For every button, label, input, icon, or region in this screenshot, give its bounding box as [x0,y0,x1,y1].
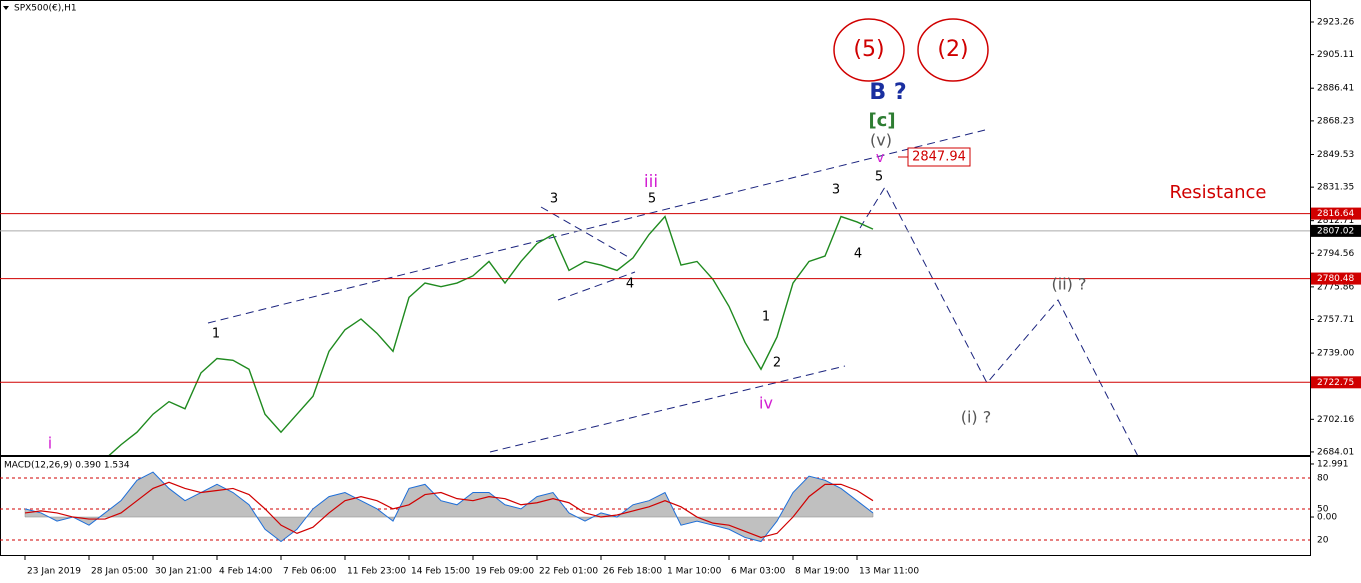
wave-label: iii [644,172,658,192]
level-label: 2816.64 [1317,209,1354,219]
wave-label: 1 [212,327,220,342]
y-tick-label: 2757.71 [1317,315,1354,325]
y-tick-label: 2812.71 [1317,216,1354,226]
macd-main-line [24,471,874,543]
macd-tick-label: 12.991 [1317,459,1349,469]
price-plot [0,215,1310,455]
x-tick-label: 23 Jan 2019 [27,567,81,577]
wave-label: 2 [773,356,781,371]
wave-label: [c] [868,110,895,131]
wave-label: 3 [832,183,840,198]
y-tick-label: 2684.01 [1317,447,1354,457]
y-tick-label: 2831.35 [1317,183,1354,193]
wave-label: iv [759,394,773,413]
y-tick-label: 2739.00 [1317,349,1354,359]
wave-label: 1 [762,310,770,325]
y-tick-label: 2775.86 [1317,282,1354,292]
x-tick-label: 13 Mar 11:00 [859,567,919,577]
y-tick-label: 2923.26 [1317,17,1354,27]
x-tick-label: 1 Mar 10:00 [667,567,722,577]
y-tick-label: 2849.53 [1317,150,1354,160]
wave-label: i [48,434,52,453]
x-tick-label: 22 Feb 01:00 [539,567,598,577]
menu-arrow[interactable] [3,6,9,10]
wave-label: 5 [875,170,883,185]
wave-circles [833,18,989,82]
current-price-box [1311,224,1361,237]
x-tick-label: 11 Feb 23:00 [347,567,406,577]
macd-plot [0,471,1310,543]
x-tick-label: 30 Jan 21:00 [155,567,212,577]
level-label: 2722.75 [1317,378,1354,388]
wave-label: (5) [853,37,884,62]
x-tick-label: 14 Feb 15:00 [411,567,470,577]
level-label-box [1311,207,1361,220]
y-tick-label: 2886.41 [1317,84,1354,94]
y2-tick-label: 80 [1317,473,1329,483]
wave-label: (ii) ? [1052,275,1087,294]
wave-label: v [876,150,884,166]
y-tick-label: 2905.11 [1317,50,1354,60]
x-tick-label: 7 Feb 06:00 [283,567,337,577]
x-tick-label: 28 Jan 05:00 [91,567,148,577]
y2-tick-label: 50 [1317,504,1329,514]
x-tick-label: 6 Mar 03:00 [731,567,786,577]
wave-label: 2847.94 [912,150,966,165]
wave-label: 4 [626,277,634,292]
wave-label: 5 [648,192,656,207]
macd-signal-line [24,481,874,539]
x-tick-label: 26 Feb 18:00 [603,567,662,577]
trendlines [207,129,1138,455]
y-tick-label: 2702.16 [1317,415,1354,425]
x-tick-label: 8 Mar 19:00 [795,567,850,577]
wave-label: B ? [869,80,906,105]
wave-label: (v) [870,131,892,150]
chart-title: SPX500(€),H1 [14,4,77,14]
level-label-box [1311,376,1361,389]
wave-label: 4 [854,247,862,262]
y-tick-label: 2868.23 [1317,116,1354,126]
y2-tick-label: 20 [1317,536,1329,546]
level-label: 2780.48 [1317,274,1354,284]
y-tick-label: 2794.56 [1317,249,1354,259]
x-tick-label: 4 Feb 14:00 [219,567,273,577]
wave-label: Resistance [1170,182,1267,203]
panel-frame [0,0,1311,556]
current-price-label: 2807.02 [1317,226,1354,236]
price-line [108,215,874,455]
macd-label: MACD(12,26,9) 0.390 1.534 [4,461,130,471]
wave-label: (i) ? [961,408,992,427]
wave-label: (2) [937,37,968,62]
x-tick-label: 19 Feb 09:00 [475,567,534,577]
wave-label: 3 [550,192,558,207]
macd-tick-label: 0.00 [1317,513,1337,523]
level-label-box [1311,272,1361,285]
